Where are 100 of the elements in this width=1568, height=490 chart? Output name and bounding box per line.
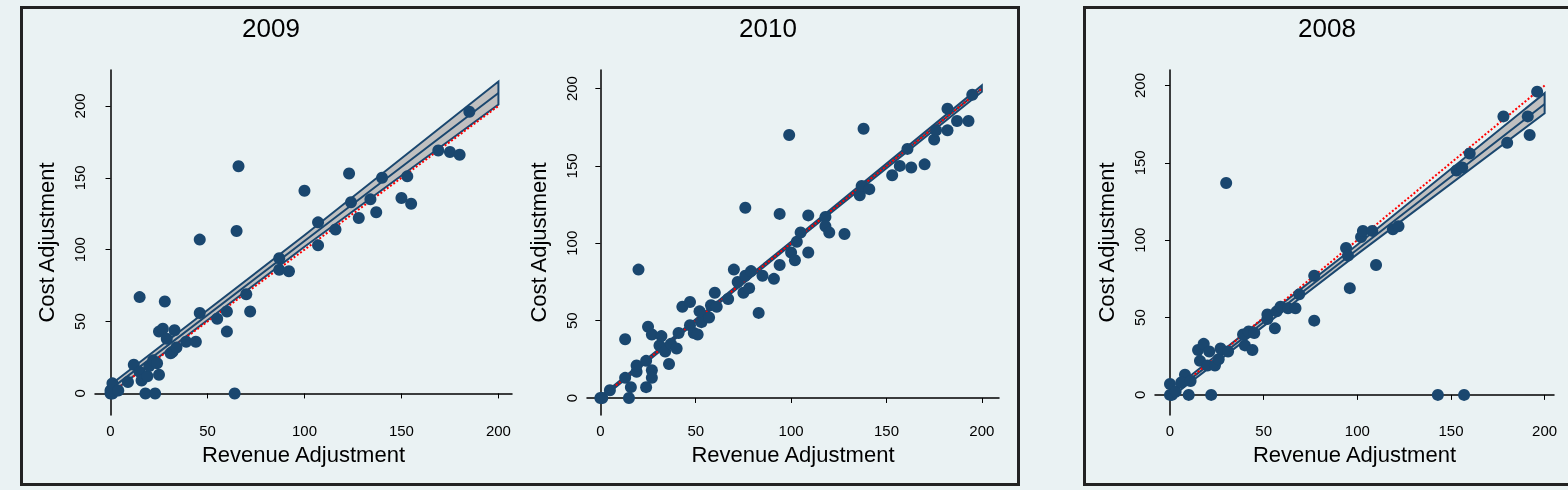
x-tick-label: 50 — [687, 422, 705, 439]
x-tick-label: 50 — [1255, 422, 1272, 439]
chart-title: 2008 — [1298, 13, 1356, 43]
point — [364, 193, 377, 206]
point — [298, 184, 311, 197]
point — [133, 291, 146, 304]
x-tick-label: 100 — [1344, 422, 1370, 439]
point — [158, 295, 171, 308]
x-tick-label: 150 — [873, 422, 899, 439]
point — [395, 191, 408, 204]
point — [193, 233, 206, 246]
point — [376, 171, 389, 184]
point — [156, 322, 169, 335]
point — [220, 325, 233, 338]
x-tick-label: 150 — [388, 422, 414, 439]
point — [1212, 353, 1225, 366]
point — [1205, 388, 1218, 401]
x-tick-label: 100 — [291, 422, 317, 439]
x-tick-label: 200 — [969, 422, 995, 439]
point — [312, 216, 325, 229]
y-axis-title: Cost Adjustment — [525, 162, 551, 323]
point — [230, 225, 243, 237]
point — [228, 387, 241, 400]
point — [1521, 110, 1534, 123]
point — [1523, 128, 1536, 141]
y-tick-label: 150 — [1131, 150, 1148, 176]
point — [1366, 224, 1379, 237]
point — [232, 160, 245, 173]
chart-title: 2010 — [739, 13, 797, 43]
y-tick-label: 50 — [71, 313, 88, 330]
point — [312, 239, 325, 252]
x-tick-label: 0 — [106, 422, 115, 439]
y-tick-label: 0 — [1131, 390, 1148, 400]
y-tick-label: 100 — [71, 237, 88, 263]
point — [405, 197, 418, 210]
x-axis-title: Revenue Adjustment — [691, 441, 895, 467]
point — [370, 206, 383, 219]
point — [1431, 388, 1444, 401]
point — [1220, 176, 1233, 189]
point — [329, 223, 342, 236]
point — [401, 170, 414, 183]
y-tick-label: 100 — [563, 230, 580, 256]
x-tick-label: 0 — [596, 422, 605, 439]
x-axis-title: Revenue Adjustment — [201, 441, 406, 467]
point — [282, 265, 295, 278]
x-tick-label: 0 — [1165, 422, 1175, 439]
point — [1501, 136, 1514, 149]
y-axis-title: Cost Adjustment — [1093, 162, 1119, 323]
point — [240, 288, 253, 301]
y-tick-label: 100 — [1131, 227, 1148, 253]
point — [193, 306, 206, 319]
x-tick-label: 200 — [1532, 422, 1558, 439]
point — [432, 144, 445, 157]
y-tick-label: 200 — [1131, 72, 1148, 98]
point — [443, 145, 456, 158]
point — [1293, 288, 1306, 301]
point — [1392, 220, 1405, 233]
y-tick-label: 200 — [71, 93, 88, 119]
point — [170, 341, 183, 354]
y-tick-label: 50 — [563, 312, 580, 329]
x-tick-label: 100 — [778, 422, 804, 439]
point — [463, 105, 476, 118]
point — [1182, 388, 1195, 401]
point — [168, 324, 181, 337]
point — [160, 332, 173, 345]
point — [1268, 322, 1281, 335]
y-tick-label: 150 — [563, 153, 580, 179]
x-tick-label: 200 — [485, 422, 511, 439]
point — [244, 305, 257, 318]
point — [1497, 110, 1510, 123]
point — [1463, 147, 1476, 160]
y-tick-label: 50 — [1131, 309, 1148, 326]
chart-title: 2009 — [242, 13, 300, 43]
point — [1203, 345, 1216, 358]
point — [1308, 269, 1321, 282]
y-tick-label: 0 — [71, 389, 88, 398]
x-tick-label: 150 — [1438, 422, 1464, 439]
point — [1222, 345, 1235, 358]
point — [1458, 388, 1471, 401]
y-axis-title: Cost Adjustment — [33, 162, 59, 323]
point — [352, 212, 365, 225]
point — [1308, 314, 1321, 327]
point — [220, 305, 233, 318]
point — [345, 196, 358, 209]
y-tick-label: 0 — [563, 393, 580, 403]
point — [1370, 258, 1383, 271]
y-tick-label: 150 — [71, 165, 88, 191]
point — [1343, 282, 1356, 295]
point — [1456, 161, 1469, 174]
point — [1531, 85, 1544, 98]
x-axis-title: Revenue Adjustment — [1252, 441, 1457, 467]
point — [149, 387, 162, 400]
y-tick-label: 200 — [563, 76, 580, 102]
x-tick-label: 50 — [199, 422, 216, 439]
point — [121, 375, 134, 388]
point — [153, 368, 165, 381]
point — [343, 167, 356, 180]
point — [211, 312, 224, 325]
point — [1246, 344, 1259, 357]
point — [273, 252, 286, 265]
